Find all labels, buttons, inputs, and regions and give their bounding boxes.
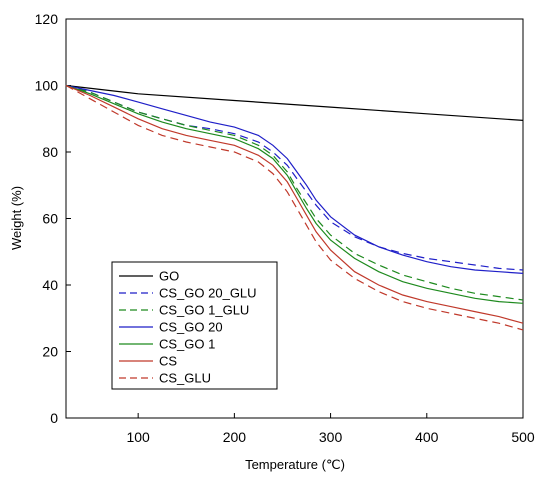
y-tick-label: 80 [42,144,58,160]
y-tick-label: 20 [42,344,58,360]
y-axis-title: Weight (%) [9,186,24,250]
series-layer [65,84,524,331]
x-tick-label: 400 [415,429,439,445]
y-tick-label: 40 [42,277,58,293]
y-tick-label: 120 [35,11,59,27]
x-tick-label: 100 [126,429,150,445]
legend-label: CS_GO 1 [159,337,215,352]
y-tick-label: 60 [42,211,58,227]
y-tick-label: 100 [35,78,59,94]
x-axis: 100 200 300 400 500 [126,413,535,445]
x-axis-title: Temperature (℃) [245,457,345,472]
series-line-2 [65,84,524,301]
series-line-0 [65,84,524,121]
legend-label: CS_GO 1_GLU [159,303,249,318]
legend: GO CS_GO 20_GLU CS_GO 1_GLU CS_GO 20 CS_GO 1… [111,261,278,390]
legend-label: CS_GO 20_GLU [159,286,257,301]
legend-label: CS [159,354,177,369]
legend-label: CS_GO 20 [159,320,223,335]
series-line-5 [65,84,524,324]
x-tick-label: 500 [511,429,535,445]
series-line-6 [65,84,524,331]
legend-label: CS_GLU [159,371,211,386]
y-tick-label: 0 [50,410,58,426]
series-line-1 [65,84,524,271]
series-line-3 [65,84,524,274]
y-axis: 0 20 40 60 80 100 120 [35,11,71,426]
x-tick-label: 300 [319,429,343,445]
x-tick-label: 200 [223,429,247,445]
legend-label: GO [159,269,179,284]
legend-box [111,261,278,390]
series-line-4 [65,84,524,304]
